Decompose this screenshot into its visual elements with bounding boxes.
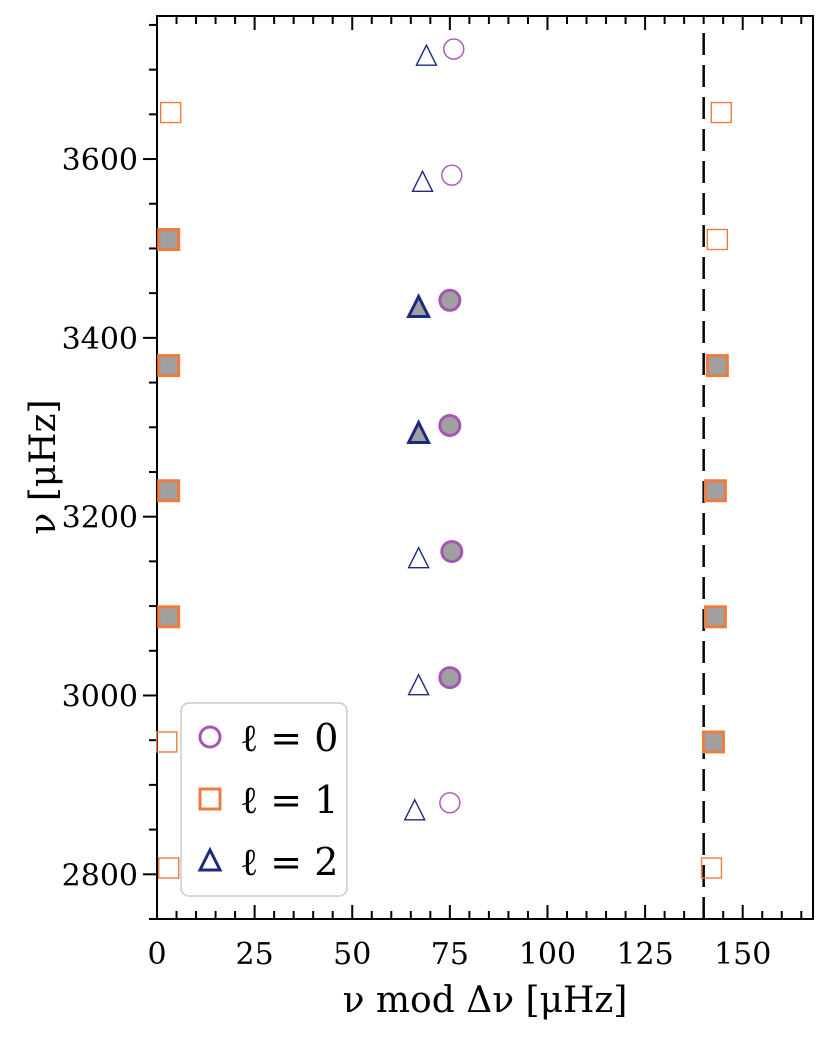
data-point-square (703, 605, 727, 629)
x-tick-label: 150 (714, 937, 771, 972)
data-point-square (705, 354, 729, 378)
data-point-circle (438, 413, 462, 437)
data-point-circle (440, 540, 464, 564)
data-points (156, 38, 732, 879)
data-point-triangle (406, 293, 432, 318)
x-tick-label: 100 (519, 937, 576, 972)
y-tick-label: 3600 (62, 143, 138, 178)
legend-label: ℓ = 1 (240, 778, 338, 822)
x-tick-label: 125 (616, 937, 673, 972)
legend-marker-circle (198, 725, 222, 749)
data-point-square (710, 101, 732, 124)
y-axis-label: ν [μHz] (23, 399, 64, 534)
axis-ticks (143, 16, 803, 920)
data-point-square (701, 730, 725, 754)
data-point-square (159, 101, 182, 124)
data-point-circle (441, 164, 463, 186)
data-point-square (157, 479, 181, 503)
data-point-square (703, 479, 727, 503)
data-point-square (700, 857, 723, 879)
data-point-circle (443, 38, 465, 60)
data-point-triangle (415, 43, 438, 66)
data-point-square (156, 731, 178, 753)
data-point-square (157, 354, 181, 378)
y-tick-label: 3400 (62, 322, 138, 357)
tick-labels: 0 25 50 75 100 125 150 2800 3000 3200 3400 3600 (62, 143, 772, 972)
legend-box (180, 702, 348, 897)
data-point-triangle (407, 546, 430, 569)
legend-marker-triangle (197, 846, 223, 872)
data-point-triangle (406, 419, 432, 445)
data-point-circle (438, 666, 462, 690)
x-tick-label: 50 (333, 937, 371, 972)
y-tick-label: 3200 (62, 501, 138, 536)
x-axis-label: ν mod Δν [μHz] (343, 980, 628, 1021)
legend-label: ℓ = 0 (240, 716, 338, 760)
y-tick-label: 2800 (62, 858, 138, 893)
data-point-square (706, 228, 729, 251)
x-tick-label: 75 (431, 937, 469, 972)
data-point-triangle (411, 169, 434, 192)
x-tick-label: 0 (147, 937, 166, 972)
x-tick-label: 25 (236, 937, 274, 972)
data-point-circle (439, 792, 461, 814)
data-point-triangle (403, 798, 426, 821)
y-tick-label: 3000 (62, 679, 138, 714)
data-point-square (157, 605, 181, 629)
data-point-circle (438, 288, 462, 312)
legend-label: ℓ = 2 (240, 840, 338, 884)
data-point-square (157, 228, 181, 252)
data-point-square (158, 857, 180, 879)
legend: ℓ = 0 ℓ = 1 ℓ = 2 (180, 702, 348, 897)
legend-marker-square (198, 787, 222, 811)
data-point-triangle (407, 673, 430, 696)
plot-frame (156, 15, 814, 920)
